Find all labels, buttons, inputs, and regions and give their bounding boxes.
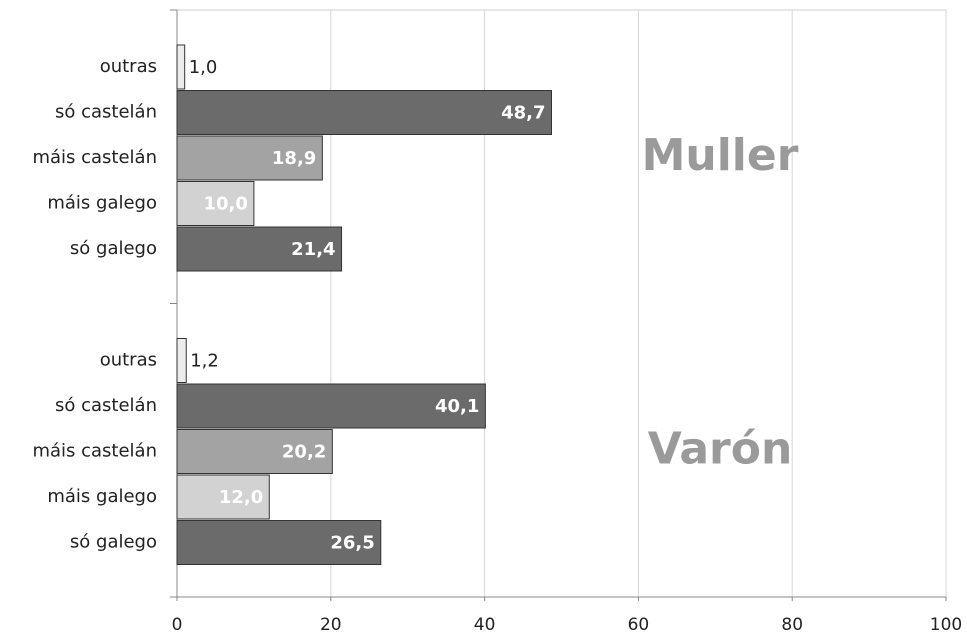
x-tick-label: 80 (781, 615, 803, 635)
category-label: só galego (70, 238, 157, 259)
category-label: só castelán (55, 102, 157, 123)
value-label: 10,0 (203, 194, 247, 215)
bar (176, 338, 187, 383)
bar (176, 135, 323, 181)
category-label: outras (100, 56, 157, 77)
value-label: 20,2 (282, 442, 326, 463)
x-tick-label: 100 (930, 615, 962, 635)
x-tick-label: 0 (172, 615, 183, 635)
bar (176, 90, 553, 135)
value-label: 12,0 (219, 487, 263, 508)
group-label: Muller (642, 130, 799, 181)
category-label: máis galego (47, 486, 157, 507)
bar (176, 474, 270, 520)
group-label: Varón (648, 424, 793, 475)
value-label: 40,1 (435, 396, 479, 417)
x-tick-label: 20 (320, 615, 342, 635)
value-label: 1,0 (189, 57, 218, 78)
bar (176, 429, 333, 474)
category-label: máis castelán (32, 147, 157, 168)
category-label: máis galego (47, 193, 157, 214)
category-label: só castelán (55, 395, 157, 416)
value-label: 26,5 (330, 533, 374, 554)
value-label: 21,4 (291, 239, 335, 260)
value-label: 1,2 (190, 351, 219, 372)
x-tick-label: 40 (474, 615, 496, 635)
bar (176, 226, 343, 272)
value-label: 18,9 (272, 148, 316, 169)
x-tick-label: 60 (628, 615, 650, 635)
bar (176, 181, 255, 226)
bar (176, 44, 186, 90)
bar (176, 520, 382, 565)
bar (176, 383, 486, 429)
category-label: só galego (70, 532, 157, 553)
value-label: 48,7 (501, 103, 545, 124)
category-label: outras (100, 350, 157, 371)
category-label: máis castelán (32, 441, 157, 462)
